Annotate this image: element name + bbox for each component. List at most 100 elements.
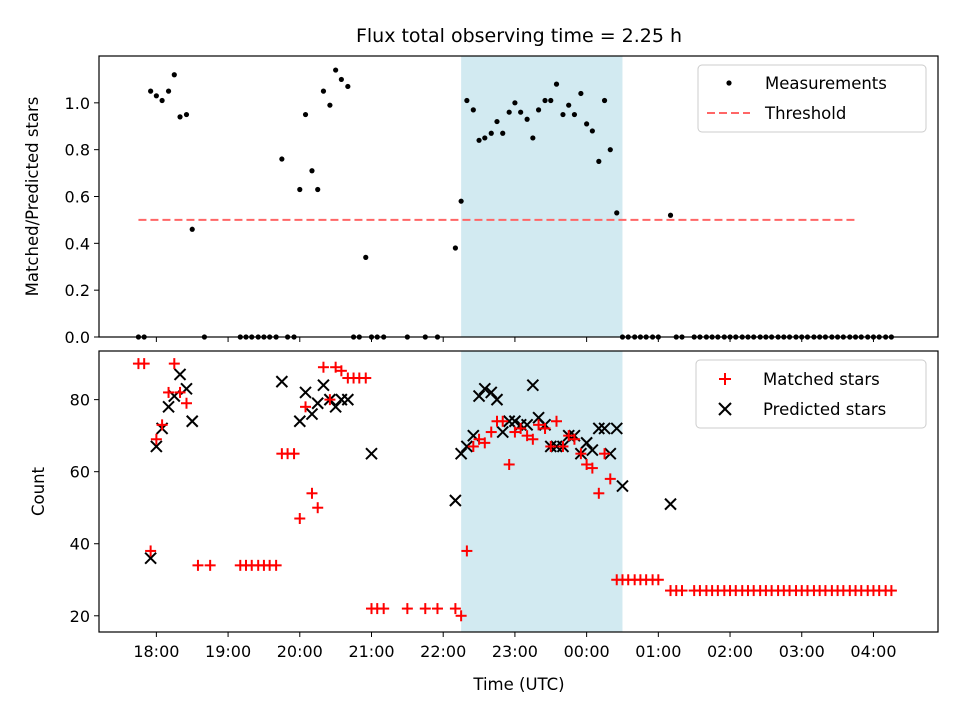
measurement-point xyxy=(553,81,560,87)
count-y-ticks: 20 40 60 80 xyxy=(70,391,99,626)
matched-star-point xyxy=(270,559,282,571)
predicted-star-point xyxy=(496,425,509,439)
matched-star-point xyxy=(145,545,157,557)
matched-star-point xyxy=(461,545,473,557)
chart-title: Flux total observing time = 2.25 h xyxy=(356,25,682,47)
matched-star-point xyxy=(312,502,324,514)
predicted-star-point xyxy=(299,386,312,399)
predicted-star-point xyxy=(275,375,289,388)
observing-window-highlight xyxy=(461,56,623,337)
matched-star-point xyxy=(168,358,180,370)
x-tick-label: 01:00 xyxy=(635,642,681,661)
matched-star-point xyxy=(455,610,467,622)
predicted-star-point xyxy=(664,497,677,511)
y-tick-label: 0.8 xyxy=(65,141,90,160)
matched-star-point xyxy=(599,448,611,460)
measurement-point xyxy=(578,90,584,97)
predicted-star-stroke-b xyxy=(299,386,312,399)
matched-star-point xyxy=(419,603,431,615)
matched-star-point xyxy=(533,419,545,431)
matched-star-point xyxy=(575,448,587,460)
measurement-point xyxy=(488,130,494,136)
predicted-star-point xyxy=(317,379,330,392)
measurement-point xyxy=(571,111,578,118)
matched-star-point xyxy=(324,394,336,406)
measurement-point xyxy=(297,186,303,193)
predicted-star-stroke-b xyxy=(311,397,324,410)
matched-star-point xyxy=(551,415,563,427)
matched-star-point xyxy=(467,440,479,452)
predicted-star-point xyxy=(144,551,157,565)
x-tick-label: 02:00 xyxy=(707,642,753,661)
legend-measurements-marker xyxy=(726,80,732,86)
measurement-point xyxy=(589,128,595,134)
measurement-point xyxy=(470,107,476,113)
predicted-star-stroke-b xyxy=(186,415,199,428)
measurement-point xyxy=(482,135,488,141)
y-tick-label: 1.0 xyxy=(65,94,90,113)
legend-predicted-marker xyxy=(718,402,732,416)
predicted-star-stroke-b xyxy=(478,382,492,396)
matched-star-point xyxy=(204,559,216,571)
measurement-point xyxy=(452,245,458,251)
count-axes-frame xyxy=(98,350,939,633)
predicted-star-point xyxy=(460,440,474,453)
y-tick-label: 0.2 xyxy=(65,281,90,300)
predicted-star-stroke-b xyxy=(490,393,504,406)
matched-star-point xyxy=(192,559,204,571)
predicted-star-stroke-b xyxy=(598,422,611,435)
matched-star-point xyxy=(180,397,192,409)
predicted-star-stroke-b xyxy=(586,443,599,457)
predicted-star-stroke-b xyxy=(580,436,593,450)
predicted-star-stroke-b xyxy=(485,386,498,399)
x-tick-label: 03:00 xyxy=(779,642,825,661)
x-tick-label: 22:00 xyxy=(420,642,466,661)
y-tick-label: 0.0 xyxy=(65,328,90,347)
matched-star-point xyxy=(545,440,557,452)
predicted-star-stroke-b xyxy=(150,440,163,453)
predicted-star-point xyxy=(305,407,319,421)
predicted-star-stroke-b xyxy=(472,389,486,403)
predicted-star-point xyxy=(365,447,378,460)
matched-star-point xyxy=(503,458,515,470)
predicted-star-stroke-b xyxy=(616,479,629,493)
predicted-star-stroke-b xyxy=(329,400,342,414)
measurement-point xyxy=(512,100,518,106)
measurement-point xyxy=(153,93,159,99)
measurement-point xyxy=(494,118,500,125)
predicted-star-stroke-b xyxy=(502,415,516,428)
x-tick-label: 18:00 xyxy=(133,642,179,661)
measurement-point xyxy=(327,102,333,108)
predicted-star-stroke-b xyxy=(162,400,175,414)
measurement-point xyxy=(315,186,321,193)
ratio-y-axis-label: Matched/Predicted stars xyxy=(23,97,42,297)
matched-star-point xyxy=(563,430,575,442)
measurement-point xyxy=(338,76,344,83)
x-tick-label: 21:00 xyxy=(348,642,394,661)
measurement-point xyxy=(566,102,572,108)
matched-star-point xyxy=(581,458,593,470)
predicted-star-point xyxy=(454,447,468,460)
x-tick-label: 04:00 xyxy=(850,642,896,661)
predicted-star-stroke-b xyxy=(460,440,474,453)
matched-star-point xyxy=(335,365,347,377)
matched-star-point xyxy=(557,440,569,452)
predicted-star-point xyxy=(311,397,324,410)
predicted-star-point xyxy=(586,443,599,457)
measurement-point xyxy=(363,254,369,260)
predicted-star-point xyxy=(604,447,617,460)
matched-star-point xyxy=(150,433,162,445)
matched-star-point xyxy=(317,361,329,373)
matched-star-point xyxy=(294,513,306,525)
predicted-star-stroke-b xyxy=(610,422,623,435)
ratio-legend: Measurements Threshold xyxy=(697,64,927,133)
predicted-star-stroke-b xyxy=(467,429,480,442)
predicted-star-stroke-b xyxy=(341,393,355,406)
measurement-point xyxy=(177,114,183,120)
y-tick-label: 0.4 xyxy=(65,234,90,253)
predicted-star-point xyxy=(485,386,498,399)
measurement-point xyxy=(476,137,482,143)
measurement-point xyxy=(601,97,608,104)
ratio-panel: 0.0 0.2 0.4 0.6 0.8 1.0 Matched/Predicted sta… xyxy=(23,55,939,347)
predicted-star-stroke-b xyxy=(496,425,509,439)
